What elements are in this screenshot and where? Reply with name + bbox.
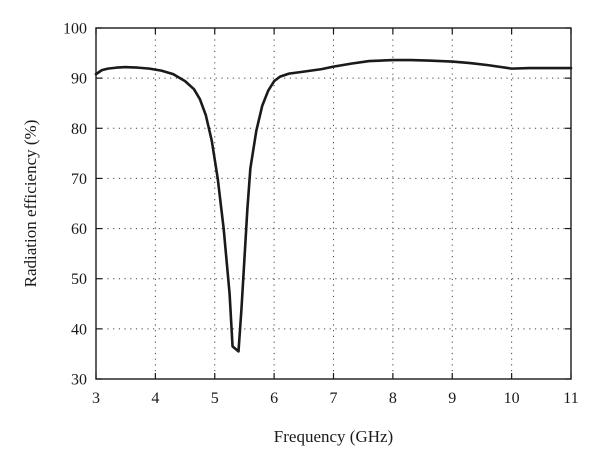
x-tick-label-5: 5 [211,390,219,407]
x-tick-label-7: 7 [330,390,338,407]
x-tick-label-10: 10 [504,390,520,407]
y-tick-label-30: 30 [71,372,87,389]
y-axis-label: Radiation efficiency (%) [21,120,40,288]
y-tick-label-80: 80 [71,121,87,138]
x-tick-label-11: 11 [563,390,578,407]
axis-ticks [95,27,572,380]
y-tick-label-60: 60 [71,221,87,238]
x-axis-label: Frequency (GHz) [274,427,393,446]
series-layer [94,58,573,353]
series-line-0 [94,58,573,353]
y-tick-label-100: 100 [63,21,87,38]
y-tick-label-40: 40 [71,321,87,338]
x-axis-tick-labels: 3 4 5 6 7 8 9 10 11 [92,390,579,407]
x-tick-label-6: 6 [270,390,278,407]
y-tick-label-90: 90 [71,71,87,88]
y-axis-tick-labels: 30 40 50 60 70 80 90 100 [63,21,87,389]
y-tick-label-50: 50 [71,271,87,288]
x-tick-label-8: 8 [389,390,397,407]
grid-lines [96,28,571,379]
x-tick-label-9: 9 [448,390,456,407]
x-tick-label-3: 3 [92,390,100,407]
y-tick-label-70: 70 [71,171,87,188]
x-tick-label-4: 4 [151,390,159,407]
plot-area-frame [95,27,572,380]
